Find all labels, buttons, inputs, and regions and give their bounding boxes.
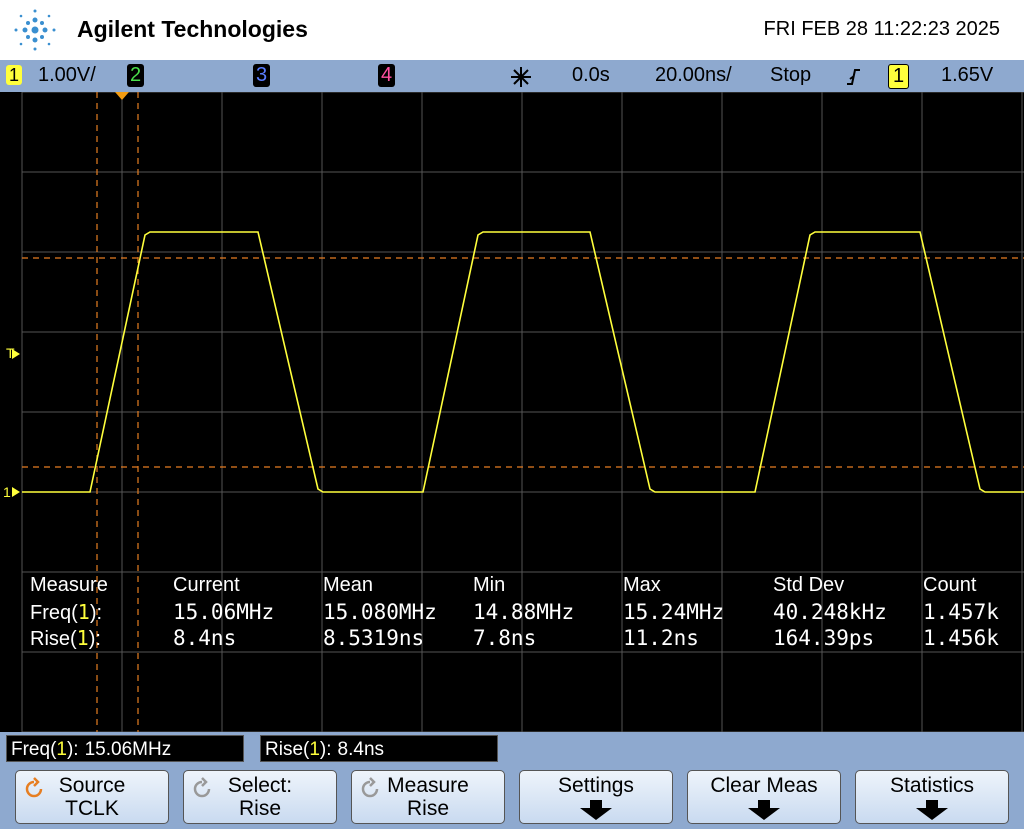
measurement-value: 14.88MHz <box>473 600 575 624</box>
column-header: Std Dev <box>773 574 845 596</box>
trigger-source: 1 <box>888 64 910 89</box>
row-label: Rise(1): <box>30 626 101 651</box>
column-header: Measure <box>30 574 108 596</box>
refresh-arrow <box>25 777 43 798</box>
down-arrow <box>916 800 948 820</box>
readout-channel: 1 <box>309 739 320 760</box>
run-state: Stop <box>770 64 812 86</box>
trigger-level: 1.65V <box>941 64 994 86</box>
ch1-badge: 1 <box>3 64 25 86</box>
softkey-bar: Source TCLK Select: Rise Measure Rise Settings… <box>0 767 1024 829</box>
softkey-label: Measure <box>387 774 469 797</box>
row-suffix: ): <box>89 602 103 624</box>
measurement-value: 40.248kHz <box>773 600 887 624</box>
readout-value: 15.06MHz <box>84 739 172 760</box>
measurement-value: 11.2ns <box>623 626 699 650</box>
readout: Freq(1): 15.06MHz <box>6 735 244 762</box>
row-name: Rise( <box>30 628 77 650</box>
softkey[interactable]: Clear Meas <box>687 770 841 824</box>
down-arrow <box>748 800 780 820</box>
trigger-marker: T <box>6 345 15 361</box>
delay: 0.0s <box>572 64 610 86</box>
softkey-arrow <box>916 800 948 820</box>
softkey-label: Settings <box>558 774 634 797</box>
header: Agilent Technologies FRI FEB 28 11:22:23… <box>0 0 1024 60</box>
column-header: Current <box>173 574 240 596</box>
graticule: T 1 <box>3 92 1024 732</box>
softkey-icon <box>361 777 379 798</box>
softkey-arrow <box>580 800 612 820</box>
timebase: 20.00ns/ <box>655 64 732 86</box>
trigger-arrow <box>12 349 20 359</box>
ch2-label: 2 <box>127 64 145 87</box>
row-name: Freq( <box>30 602 78 624</box>
softkey-label: Clear Meas <box>710 774 818 797</box>
measurement-value: 15.080MHz <box>323 600 437 624</box>
column-header: Count <box>923 574 977 596</box>
row-label: Freq(1): <box>30 600 102 625</box>
softkey-value: Rise <box>238 797 281 820</box>
edge-icon <box>847 69 860 85</box>
row-channel: 1 <box>76 626 89 650</box>
column-header: Max <box>623 574 661 596</box>
ch1-label: 1 <box>6 65 23 85</box>
measurement-value: 15.24MHz <box>623 600 725 624</box>
softkey-icon <box>193 777 211 798</box>
column-header: Mean <box>323 574 374 596</box>
softkey-label: Source <box>58 774 126 797</box>
trigger-position <box>115 92 129 100</box>
softkey[interactable]: Statistics <box>855 770 1009 824</box>
readout-suffix: ): <box>66 739 79 760</box>
measurement-value: 1.457k <box>923 600 999 624</box>
softkey-label: Statistics <box>889 774 975 797</box>
measurement-value: 1.456k <box>923 626 999 650</box>
softkey-icon <box>25 777 43 798</box>
refresh-arrow <box>193 777 211 798</box>
readout-value: 8.4ns <box>337 739 385 760</box>
measurement-value: 15.06MHz <box>173 600 275 624</box>
column-header: Min <box>473 574 506 596</box>
datetime: FRI FEB 28 11:22:23 2025 <box>763 18 1000 40</box>
measurement-value: 8.4ns <box>173 626 237 650</box>
softkey-value: TCLK <box>65 797 119 820</box>
softkey[interactable]: Settings <box>519 770 673 824</box>
softkey[interactable]: Source TCLK <box>15 770 169 824</box>
readout: Rise(1): 8.4ns <box>260 735 498 762</box>
ch1-scale: 1.00V/ <box>38 64 96 86</box>
trigger-icon <box>511 67 531 87</box>
softkey-label: Select: <box>227 774 293 797</box>
ch4-label: 4 <box>378 64 396 87</box>
ch1-arrow <box>12 487 20 497</box>
row-suffix: ): <box>88 628 101 650</box>
brand: Agilent Technologies <box>77 16 308 42</box>
readout-bar: Freq(1): 15.06MHz Rise(1): 8.4ns <box>0 732 1024 767</box>
softkey-arrow <box>748 800 780 820</box>
waveform <box>22 231 1024 493</box>
down-arrow <box>580 800 612 820</box>
readout-name: Freq( <box>11 739 57 760</box>
ch1-marker: 1 <box>3 484 11 500</box>
readout-name: Rise( <box>265 739 310 760</box>
softkey-value: Rise <box>406 797 449 820</box>
measurement-value: 164.39ps <box>773 626 875 650</box>
readout-channel: 1 <box>56 739 67 760</box>
measurement-value: 7.8ns <box>473 626 537 650</box>
softkey[interactable]: Measure Rise <box>351 770 505 824</box>
logo <box>14 9 56 51</box>
status-bar: 1 1.00V/ 2 3 4 0.0s 20.00ns/ Stop 1 1.65… <box>0 60 1024 92</box>
refresh-arrow <box>361 777 379 798</box>
ch3-label: 3 <box>253 64 271 87</box>
readout-suffix: ): <box>319 739 332 760</box>
softkey[interactable]: Select: Rise <box>183 770 337 824</box>
row-channel: 1 <box>77 600 90 624</box>
measurement-value: 8.5319ns <box>323 626 425 650</box>
